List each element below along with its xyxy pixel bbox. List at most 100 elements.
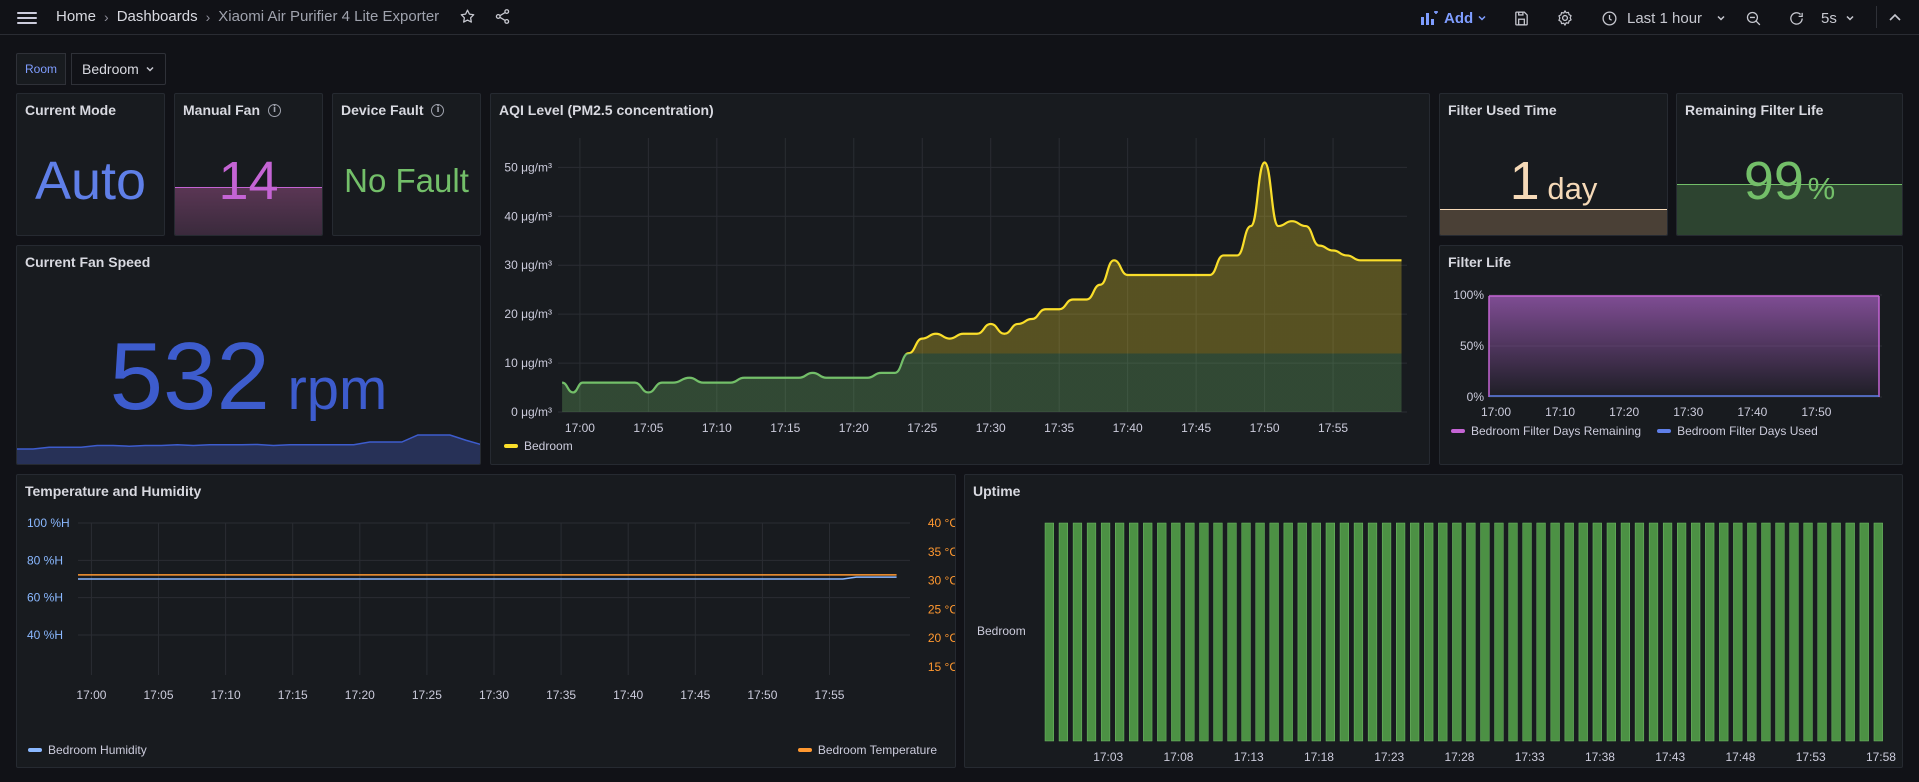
add-button-label: Add (1444, 9, 1474, 27)
legend-label-used[interactable]: Bedroom Filter Days Used (1677, 424, 1818, 438)
uptime-bar[interactable] (1424, 522, 1434, 742)
aqi-level-panel: AQI Level (PM2.5 concentration) 0 μg/m³ 1… (490, 93, 1430, 465)
uptime-bar[interactable] (1255, 522, 1265, 742)
x-tick-label: 17:33 (1515, 750, 1545, 764)
uptime-bar[interactable] (1564, 522, 1574, 742)
uptime-bar[interactable] (1662, 522, 1673, 742)
uptime-bar[interactable] (1831, 522, 1841, 742)
uptime-bar[interactable] (1789, 522, 1799, 742)
uptime-bar[interactable] (1129, 522, 1139, 742)
uptime-bar[interactable] (1115, 522, 1125, 742)
uptime-bar[interactable] (1185, 522, 1195, 742)
uptime-bar[interactable] (1157, 522, 1167, 742)
bar-chart-icon (1421, 11, 1438, 25)
uptime-bar[interactable] (1269, 522, 1279, 742)
gear-icon[interactable] (1556, 5, 1574, 31)
filter-used-unit: day (1547, 171, 1598, 206)
time-range-picker[interactable]: Last 1 hour (1601, 5, 1726, 31)
uptime-bar[interactable] (1297, 522, 1307, 742)
uptime-bar[interactable] (1410, 522, 1420, 742)
uptime-bar[interactable] (1367, 522, 1378, 742)
temperature-humidity-panel: Temperature and Humidity 100 %H 80 %H 60 %… (16, 474, 956, 768)
x-tick-label: 17:30 (479, 688, 509, 702)
share-icon[interactable] (494, 8, 511, 25)
breadcrumb-dashboards[interactable]: Dashboards (116, 8, 198, 25)
save-dashboard-icon[interactable] (1513, 5, 1530, 31)
y-tick-label: 50 μg/m³ (504, 160, 552, 174)
breadcrumb-home[interactable]: Home (56, 8, 97, 25)
uptime-bar[interactable] (1381, 522, 1392, 742)
add-button[interactable]: Add (1420, 5, 1487, 31)
info-icon[interactable]: i (268, 103, 282, 117)
aqi-legend[interactable]: Bedroom (504, 439, 573, 453)
uptime-bar[interactable] (1606, 522, 1616, 742)
uptime-bar[interactable] (1873, 522, 1883, 742)
uptime-bar[interactable] (1227, 522, 1237, 742)
uptime-bar[interactable] (1705, 522, 1715, 742)
uptime-bar[interactable] (1522, 522, 1532, 742)
uptime-bar[interactable] (1480, 522, 1490, 742)
uptime-bar[interactable] (1171, 522, 1181, 742)
uptime-bar[interactable] (1241, 522, 1251, 742)
uptime-bar[interactable] (1859, 522, 1869, 742)
legend-label-remaining[interactable]: Bedroom Filter Days Remaining (1471, 424, 1642, 438)
room-variable-select[interactable]: Bedroom (71, 53, 166, 85)
zoom-out-icon[interactable] (1745, 5, 1762, 31)
refresh-picker[interactable]: 5s (1788, 5, 1855, 31)
uptime-bar[interactable] (1634, 522, 1645, 742)
uptime-bar[interactable] (1719, 522, 1729, 742)
uptime-bar[interactable] (1508, 522, 1518, 742)
uptime-bar[interactable] (1058, 522, 1069, 742)
panel-title: Uptime (973, 483, 1021, 499)
uptime-bar[interactable] (1677, 522, 1687, 742)
x-tick-label: 17:00 (565, 421, 595, 435)
remaining-life-value: 99 (1743, 151, 1804, 211)
uptime-bar[interactable] (1550, 522, 1560, 742)
uptime-bar[interactable] (1339, 522, 1350, 742)
uptime-bar[interactable] (1578, 522, 1588, 742)
star-icon[interactable] (459, 8, 476, 25)
temperature-legend[interactable]: Bedroom Temperature (797, 743, 937, 757)
uptime-bar[interactable] (1353, 522, 1364, 742)
uptime-bar[interactable] (1845, 522, 1855, 742)
y-left-tick-label: 100 %H (27, 516, 70, 530)
uptime-bar[interactable] (1452, 522, 1462, 742)
aqi-series-line[interactable] (561, 161, 1402, 394)
uptime-bar[interactable] (1044, 522, 1054, 742)
uptime-bar[interactable] (1648, 522, 1659, 742)
uptime-bar[interactable] (1213, 522, 1223, 742)
uptime-bar[interactable] (1817, 522, 1827, 742)
x-tick-label: 17:05 (633, 421, 663, 435)
uptime-bar[interactable] (1072, 522, 1083, 742)
menu-icon[interactable] (17, 9, 37, 25)
uptime-bar[interactable] (1733, 522, 1743, 742)
uptime-bar[interactable] (1803, 522, 1813, 742)
uptime-bar[interactable] (1086, 522, 1097, 742)
uptime-bar[interactable] (1325, 522, 1335, 742)
uptime-bar[interactable] (1494, 522, 1504, 742)
uptime-bar[interactable] (1100, 522, 1111, 742)
uptime-bar[interactable] (1396, 522, 1406, 742)
humidity-legend[interactable]: Bedroom Humidity (28, 743, 147, 757)
uptime-bar[interactable] (1536, 522, 1546, 742)
uptime-bar[interactable] (1466, 522, 1476, 742)
uptime-bar[interactable] (1761, 522, 1771, 742)
uptime-bar[interactable] (1199, 522, 1209, 742)
panel-title: Device Fault (341, 102, 424, 118)
info-icon[interactable]: i (431, 103, 445, 117)
uptime-bar[interactable] (1592, 522, 1602, 742)
x-tick-label: 17:00 (76, 688, 106, 702)
uptime-bar[interactable] (1143, 522, 1153, 742)
panel-title: AQI Level (PM2.5 concentration) (499, 102, 714, 118)
uptime-bar[interactable] (1438, 522, 1448, 742)
top-navbar: Home › Dashboards › Xiaomi Air Purifier … (0, 0, 1919, 35)
uptime-bar[interactable] (1775, 522, 1785, 742)
humidity-series-line[interactable] (78, 576, 897, 580)
uptime-bar[interactable] (1620, 522, 1631, 742)
uptime-bar[interactable] (1691, 522, 1701, 742)
collapse-toolbar-icon[interactable] (1887, 5, 1903, 31)
x-tick-label: 17:48 (1725, 750, 1755, 764)
uptime-bar[interactable] (1747, 522, 1757, 742)
uptime-bar[interactable] (1283, 522, 1293, 742)
uptime-bar[interactable] (1311, 522, 1321, 742)
